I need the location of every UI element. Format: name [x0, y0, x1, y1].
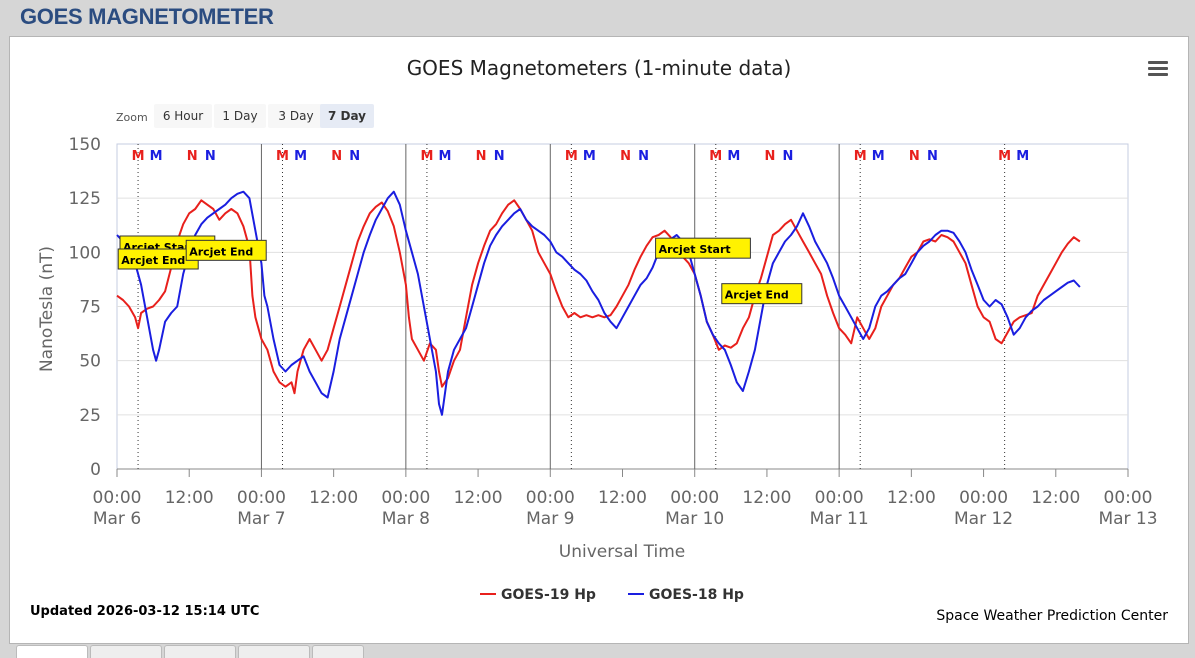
- top-marker-n: N: [187, 149, 198, 164]
- top-marker-m: M: [1016, 149, 1029, 164]
- annotation-text: Arcjet End: [121, 254, 185, 267]
- top-marker-n: N: [620, 149, 631, 164]
- annotation-label: Arcjet End: [117, 248, 199, 270]
- top-marker-m: M: [998, 149, 1011, 164]
- x-tick-date-label: Mar 11: [810, 509, 869, 529]
- x-tick-label: 00:00: [237, 488, 286, 508]
- top-marker-m: M: [276, 149, 289, 164]
- magnetometer-chart: GOES Magnetometers (1-minute data) Zoom 6 …: [37, 56, 1158, 603]
- zoom-button-label: 7 Day: [328, 109, 366, 123]
- x-tick-label: 00:00: [526, 488, 575, 508]
- top-marker-m: M: [439, 149, 452, 164]
- tab[interactable]: [16, 645, 88, 658]
- y-tick-label: 125: [69, 189, 101, 209]
- top-marker-n: N: [783, 149, 794, 164]
- annotation-label: Arcjet End: [185, 239, 267, 261]
- x-tick-date-label: Mar 8: [382, 509, 430, 529]
- zoom-label: Zoom: [116, 111, 148, 124]
- annotation-text: Arcjet End: [189, 245, 253, 258]
- x-tick-label: 00:00: [381, 488, 430, 508]
- x-tick-label: 00:00: [93, 488, 142, 508]
- legend-item[interactable]: GOES-18 Hp: [649, 587, 744, 603]
- credit-label: Space Weather Prediction Center: [936, 608, 1168, 624]
- x-tick-label: 12:00: [598, 488, 647, 508]
- x-tick-date-label: Mar 9: [526, 509, 574, 529]
- series-line-goes-18-hp: [116, 190, 1081, 416]
- x-tick-label: 00:00: [959, 488, 1008, 508]
- top-marker-n: N: [349, 149, 360, 164]
- y-tick-label: 75: [79, 298, 101, 318]
- y-axis-label: NanoTesla (nT): [37, 246, 57, 372]
- tab[interactable]: [238, 645, 310, 658]
- x-tick-label: 00:00: [670, 488, 719, 508]
- top-marker-n: N: [331, 149, 342, 164]
- x-tick-label: 12:00: [742, 488, 791, 508]
- y-tick-label: 0: [90, 460, 101, 480]
- top-marker-n: N: [638, 149, 649, 164]
- top-marker-m: M: [294, 149, 307, 164]
- top-marker-m: M: [420, 149, 433, 164]
- x-tick-date-label: Mar 7: [237, 509, 285, 529]
- tab[interactable]: [312, 645, 364, 658]
- y-tick-label: 50: [79, 352, 101, 372]
- top-marker-m: M: [727, 149, 740, 164]
- top-marker-n: N: [764, 149, 775, 164]
- top-marker-m: M: [565, 149, 578, 164]
- zoom-button-3-day[interactable]: 3 Day: [268, 104, 324, 128]
- x-tick-label: 00:00: [815, 488, 864, 508]
- chart-panel: GOES Magnetometers (1-minute data) Zoom 6 …: [9, 36, 1189, 644]
- top-marker-n: N: [927, 149, 938, 164]
- top-marker-n: N: [476, 149, 487, 164]
- y-tick-label: 150: [69, 135, 101, 155]
- chart-title: GOES Magnetometers (1-minute data): [407, 56, 792, 80]
- top-marker-m: M: [150, 149, 163, 164]
- x-tick-label: 12:00: [309, 488, 358, 508]
- annotation-label: Arcjet End: [721, 283, 803, 305]
- top-marker-n: N: [909, 149, 920, 164]
- zoom-button-7-day[interactable]: 7 Day: [320, 104, 374, 128]
- x-tick-label: 12:00: [887, 488, 936, 508]
- top-marker-m: M: [872, 149, 885, 164]
- x-axis-label: Universal Time: [559, 542, 685, 562]
- x-tick-date-label: Mar 13: [1098, 509, 1157, 529]
- tab[interactable]: [164, 645, 236, 658]
- x-tick-label: 12:00: [454, 488, 503, 508]
- y-tick-label: 100: [69, 243, 101, 263]
- y-tick-label: 25: [79, 406, 101, 426]
- zoom-button-label: 3 Day: [278, 109, 313, 123]
- annotation-text: Arcjet End: [725, 289, 789, 302]
- x-tick-label: 12:00: [1031, 488, 1080, 508]
- x-tick-date-label: Mar 10: [665, 509, 724, 529]
- hamburger-menu-icon[interactable]: [1148, 61, 1168, 79]
- zoom-button-label: 6 Hour: [163, 109, 203, 123]
- top-marker-m: M: [132, 149, 145, 164]
- tab[interactable]: [90, 645, 162, 658]
- top-marker-m: M: [854, 149, 867, 164]
- zoom-button-1-day[interactable]: 1 Day: [214, 104, 266, 128]
- x-tick-label: 00:00: [1104, 488, 1153, 508]
- top-marker-m: M: [709, 149, 722, 164]
- top-marker-m: M: [583, 149, 596, 164]
- x-tick-label: 12:00: [165, 488, 214, 508]
- zoom-button-label: 1 Day: [222, 109, 257, 123]
- page-title: GOES MAGNETOMETER: [20, 4, 274, 29]
- top-marker-n: N: [205, 149, 216, 164]
- annotation-label: Arcjet Start: [655, 237, 751, 259]
- x-tick-date-label: Mar 6: [93, 509, 141, 529]
- top-marker-n: N: [494, 149, 505, 164]
- series-line-goes-19-hp: [116, 199, 1081, 395]
- updated-timestamp: Updated 2026-03-12 15:14 UTC: [30, 604, 260, 619]
- annotation-text: Arcjet Start: [659, 243, 731, 256]
- zoom-button-6-hour[interactable]: 6 Hour: [154, 104, 212, 128]
- legend-item[interactable]: GOES-19 Hp: [501, 587, 596, 603]
- x-tick-date-label: Mar 12: [954, 509, 1013, 529]
